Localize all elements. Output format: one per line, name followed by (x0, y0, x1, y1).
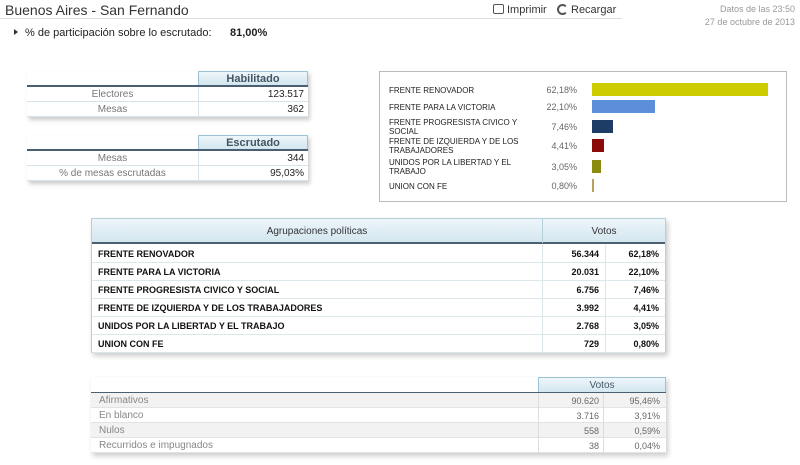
header-rule (27, 149, 308, 151)
bar (592, 100, 655, 113)
votes: 729 (542, 335, 605, 353)
percent: 62,18% (605, 245, 665, 263)
votes: 6.756 (542, 281, 605, 299)
update-time: Datos de las 23:50 (719, 4, 795, 14)
summary-table: Habilitado Electores 123.517 Mesas 362 (27, 71, 308, 117)
percent: 3,91% (603, 408, 666, 423)
row-label: Nulos (99, 425, 125, 436)
party-name: UNIDOS POR LA LIBERTAD Y EL TRABAJO (98, 321, 285, 331)
party-name: FRENTE PARA LA VICTORIA (98, 267, 221, 277)
bar-value-label: 0,80% (551, 181, 577, 191)
header-rule (0, 18, 622, 19)
bar-label: FRENTE PARA LA VICTORIA (389, 102, 496, 112)
bar-value-label: 7,46% (551, 122, 577, 132)
row-value: 123.517 (198, 87, 308, 102)
party-name: UNION CON FE (98, 339, 164, 349)
votes: 56.344 (542, 245, 605, 263)
votes: 20.031 (542, 263, 605, 281)
row-label: % de mesas escrutadas (59, 168, 166, 179)
reload-icon[interactable] (557, 4, 568, 15)
bar-label: FRENTE RENOVADOR (389, 85, 475, 95)
update-date: 27 de octubre de 2013 (704, 17, 795, 27)
participation-label: % de participación sobre lo escrutado: (25, 27, 212, 39)
votes: 3.992 (542, 299, 605, 317)
votes: 2.768 (542, 317, 605, 335)
percent: 4,41% (605, 299, 665, 317)
bar (592, 160, 601, 173)
percent: 3,05% (605, 317, 665, 335)
row-label: Recurridos e impugnados (99, 440, 213, 451)
row-bg (91, 408, 666, 423)
row-label: Mesas (97, 153, 128, 164)
results-chart: FRENTE RENOVADOR 62,18% FRENTE PARA LA VIC… (379, 71, 787, 202)
page-title: Buenos Aires - San Fernando (5, 2, 189, 18)
row-bg (27, 166, 308, 181)
bar-value-label: 4,41% (551, 141, 577, 151)
percent: 7,46% (605, 281, 665, 299)
summary-table: Escrutado Mesas 344 % de mesas escrutadas 95… (27, 135, 308, 181)
reload-link[interactable]: Recargar (571, 4, 617, 16)
row-bg (27, 87, 308, 102)
percent: 0,80% (605, 335, 665, 353)
results-table: Agrupaciones políticas Votos FRENTE RENOVA… (91, 218, 666, 353)
table-header (92, 219, 665, 244)
bar-value-label: 62,18% (546, 85, 577, 95)
row-bg (92, 245, 665, 263)
row-bg (27, 151, 308, 166)
header-rule (91, 392, 666, 393)
row-value: 344 (198, 151, 308, 166)
bar-value-label: 22,10% (546, 102, 577, 112)
bar-label: FRENTE DE IZQUIERDA Y DE LOS TRABAJADORE… (389, 137, 519, 155)
percent: 0,04% (603, 438, 666, 453)
votes: 38 (538, 438, 603, 453)
party-name: FRENTE DE IZQUIERDA Y DE LOS TRABAJADORE… (98, 303, 323, 313)
row-value: 362 (198, 102, 308, 117)
bar (592, 83, 768, 96)
row-bg (92, 335, 665, 353)
row-label: Afirmativos (99, 395, 149, 406)
header-cell: Votos (542, 219, 665, 243)
bar-value-label: 3,05% (551, 162, 577, 172)
table-header: Habilitado (198, 71, 308, 86)
row-bg (27, 102, 308, 117)
row-value: 95,03% (198, 166, 308, 181)
votes-table: Votos Afirmativos 90.620 95,46% En blanco 3.7… (91, 377, 666, 453)
row-bg (92, 281, 665, 299)
row-bg (92, 299, 665, 317)
bar-label: UNION CON FE (389, 181, 448, 191)
bar (592, 139, 605, 152)
row-label: En blanco (99, 410, 144, 421)
table-header: Escrutado (198, 135, 308, 150)
votes: 3.716 (538, 408, 603, 423)
header-rule (27, 85, 308, 87)
row-label: Electores (91, 89, 134, 100)
votes: 558 (538, 423, 603, 438)
row-bg (91, 393, 666, 408)
percent: 95,46% (603, 393, 666, 408)
bar (592, 179, 595, 192)
bullet (14, 29, 18, 35)
table-header: Votos (538, 377, 666, 393)
row-label: Mesas (97, 104, 128, 115)
row-bg (92, 317, 665, 335)
row-bg (92, 263, 665, 281)
party-name: FRENTE RENOVADOR (98, 249, 195, 259)
row-bg (91, 423, 666, 438)
participation-value: 81,00% (230, 27, 268, 39)
percent: 22,10% (605, 263, 665, 281)
percent: 0,59% (603, 423, 666, 438)
row-bg (91, 438, 666, 453)
bar-label: FRENTE PROGRESISTA CIVICO Y SOCIAL (389, 118, 518, 136)
print-link[interactable]: Imprimir (507, 4, 547, 16)
votes: 90.620 (538, 393, 603, 408)
header-cell: Agrupaciones políticas (266, 225, 368, 237)
bar-label: UNIDOS POR LA LIBERTAD Y EL TRABAJO (389, 158, 511, 176)
print-icon[interactable] (493, 4, 504, 14)
bar (592, 120, 614, 133)
party-name: FRENTE PROGRESISTA CIVICO Y SOCIAL (98, 285, 280, 295)
